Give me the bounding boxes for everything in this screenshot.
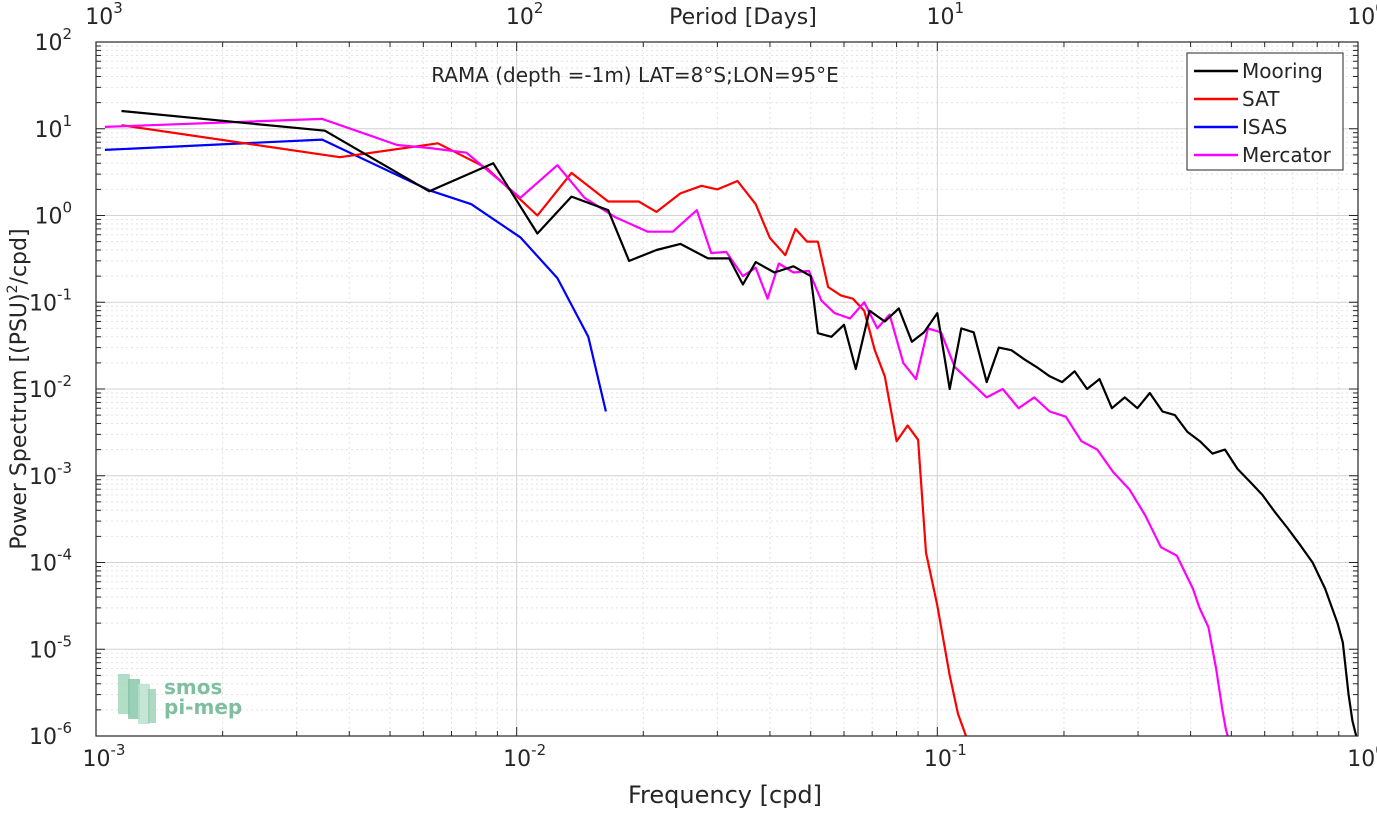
y-axis-label: Power Spectrum [(PSU)2/cpd] <box>5 228 32 549</box>
legend-label-sat: SAT <box>1242 87 1280 111</box>
y-tick-label-exp: 2 <box>62 25 72 43</box>
y-tick-label: 101 <box>34 112 72 143</box>
x-tick-label: 10-2 <box>503 741 546 772</box>
y-tick-label-base: 10 <box>34 205 62 230</box>
y-tick-label: 10-1 <box>29 285 72 316</box>
y-tick-label-base: 10 <box>29 465 57 490</box>
y-axis-label-main: Power Spectrum [(PSU) <box>7 293 32 549</box>
x-tick-label-base: 10 <box>503 747 531 772</box>
logo-text-line-1: smos <box>164 675 222 699</box>
y-tick-label: 10-4 <box>29 546 72 577</box>
x-tick-label: 100 <box>1347 741 1377 772</box>
y-tick-label: 10-3 <box>29 459 72 490</box>
smos-pi-mep-logo: smos pi-mep <box>118 674 242 724</box>
axis-ticks <box>95 41 1359 737</box>
top-tick-label-exp: 3 <box>113 0 123 17</box>
top-tick-label-base: 10 <box>1347 5 1375 30</box>
x-tick-label-base: 10 <box>924 747 952 772</box>
top-tick-label-exp: 0 <box>1375 0 1377 17</box>
chart-title: RAMA (depth =-1m) LAT=8°S;LON=95°E <box>431 63 839 87</box>
top-tick-label-exp: 2 <box>534 0 544 17</box>
series-line-mercator <box>104 117 1229 737</box>
top-tick-label: 103 <box>85 0 123 30</box>
top-tick-label: 100 <box>1347 0 1377 30</box>
series-line-mooring <box>121 109 1358 737</box>
x-tick-label-exp: -2 <box>531 741 546 759</box>
y-tick-label-base: 10 <box>34 118 62 143</box>
y-tick-label-base: 10 <box>29 552 57 577</box>
legend-box <box>1186 52 1344 171</box>
y-tick-label-base: 10 <box>29 725 57 750</box>
series-line-isas <box>104 138 607 412</box>
y-tick-label-base: 10 <box>34 31 62 56</box>
y-tick-label-base: 10 <box>29 638 57 663</box>
x-tick-label-base: 10 <box>1347 747 1375 772</box>
y-tick-label: 10-5 <box>29 632 72 663</box>
y-tick-label: 102 <box>34 25 72 56</box>
logo-icon <box>118 674 156 724</box>
y-tick-label-base: 10 <box>29 291 57 316</box>
y-tick-label-exp: -3 <box>57 459 72 477</box>
top-axis-label: Period [Days] <box>669 5 817 30</box>
y-tick-label-exp: 0 <box>62 199 72 217</box>
x-tick-label: 10-1 <box>924 741 967 772</box>
y-axis-label-tail: /cpd] <box>7 228 32 284</box>
logo-text-line-2: pi-mep <box>164 695 242 719</box>
x-tick-label-base: 10 <box>83 747 111 772</box>
y-axis-label-sup: 2 <box>5 284 21 293</box>
x-tick-label-exp: 0 <box>1375 741 1377 759</box>
top-tick-label: 101 <box>927 0 965 30</box>
y-tick-label: 10-6 <box>29 719 72 750</box>
top-tick-label-exp: 1 <box>955 0 965 17</box>
x-tick-label: 10-3 <box>83 741 126 772</box>
x-axis-label: Frequency [cpd] <box>628 781 822 809</box>
y-tick-label-exp: 1 <box>62 112 72 130</box>
y-tick-label-base: 10 <box>29 378 57 403</box>
y-tick-label-exp: -6 <box>57 719 72 737</box>
series-line-sat <box>121 124 968 737</box>
top-tick-label: 102 <box>506 0 544 30</box>
x-tick-label-exp: -1 <box>952 741 967 759</box>
y-tick-label-exp: -5 <box>57 632 72 650</box>
legend-label-isas: ISAS <box>1242 115 1287 139</box>
y-tick-label-exp: -4 <box>57 546 72 564</box>
series-lines <box>104 109 1358 737</box>
major-grid <box>95 41 1359 737</box>
legend-label-mercator: Mercator <box>1242 143 1332 167</box>
y-tick-label: 100 <box>34 199 72 230</box>
tick-labels: 10-310-210-110010310210110010210110010-1… <box>29 0 1377 772</box>
legend: Mooring SAT ISAS Mercator <box>1186 52 1344 171</box>
x-tick-label-exp: -3 <box>111 741 126 759</box>
y-tick-label: 10-2 <box>29 372 72 403</box>
top-tick-label-base: 10 <box>506 5 534 30</box>
top-tick-label-base: 10 <box>85 5 113 30</box>
legend-label-mooring: Mooring <box>1242 59 1323 83</box>
y-tick-label-exp: -2 <box>57 372 72 390</box>
top-tick-label-base: 10 <box>927 5 955 30</box>
y-tick-label-exp: -1 <box>57 285 72 303</box>
